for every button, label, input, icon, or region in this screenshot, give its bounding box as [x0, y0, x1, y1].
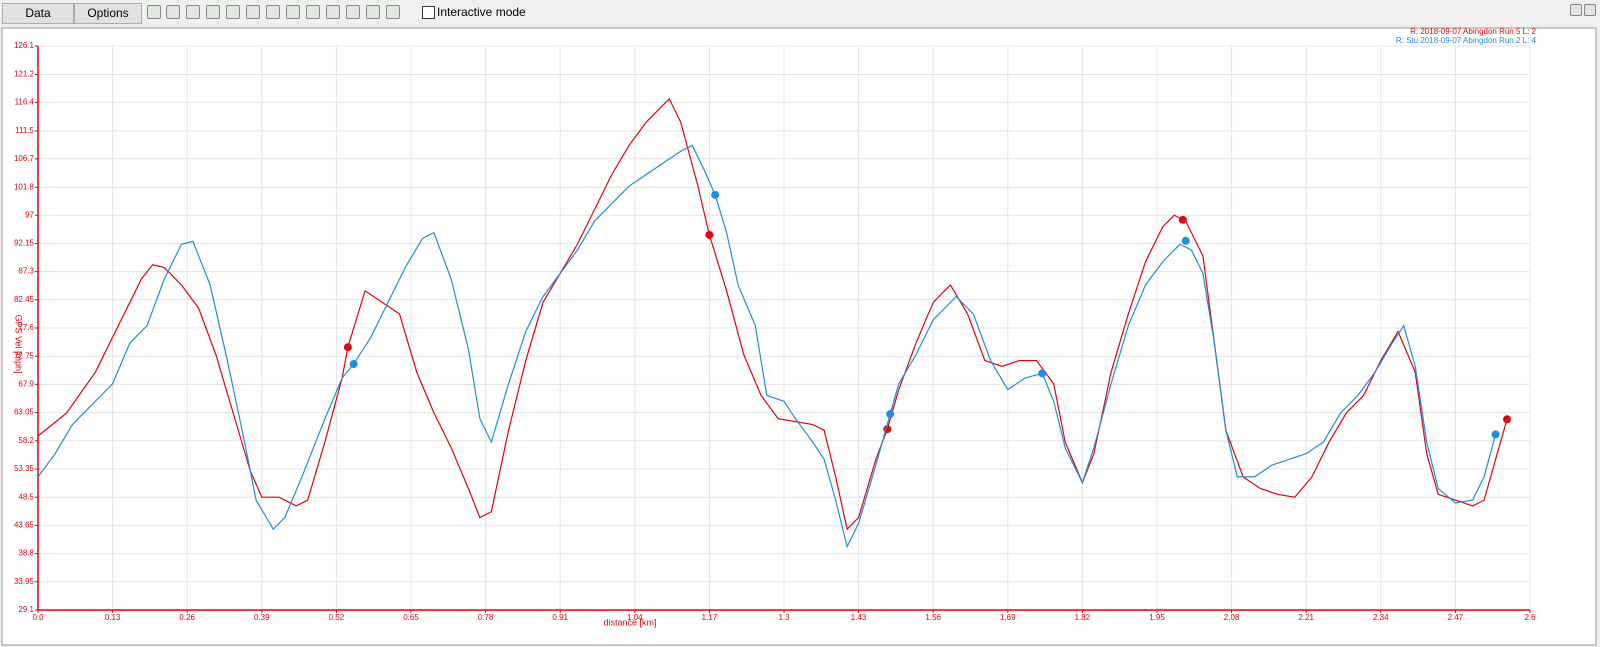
data-marker	[705, 230, 714, 239]
y-tick-label: 111.5	[15, 126, 34, 135]
y-tick-label: 82.45	[14, 295, 35, 304]
tool-icon[interactable]	[246, 5, 260, 19]
data-marker	[1038, 369, 1047, 378]
y-tick-label: 33.95	[14, 577, 35, 586]
x-tick-label: 1.56	[925, 613, 941, 622]
data-marker	[349, 360, 358, 369]
x-tick-label: 1.69	[1000, 613, 1016, 622]
x-tick-label: 0.0	[32, 613, 44, 622]
x-tick-label: 2.34	[1373, 613, 1389, 622]
toolbar: Data Options Interactive mode	[0, 0, 1600, 26]
y-tick-label: 43.65	[14, 521, 35, 530]
x-tick-label: 1.3	[778, 613, 790, 622]
x-tick-label: 1.43	[851, 613, 867, 622]
tool-icon[interactable]	[226, 5, 240, 19]
y-tick-label: 87.3	[18, 267, 34, 276]
tool-icon[interactable]	[366, 5, 380, 19]
data-marker	[1178, 215, 1187, 224]
interactive-checkbox[interactable]	[422, 6, 435, 19]
data-line	[37, 97, 1508, 531]
y-tick-label: 48.5	[18, 492, 34, 501]
x-tick-label: 0.65	[403, 613, 419, 622]
x-tick-label: 2.08	[1224, 613, 1240, 622]
x-tick-label: 1.95	[1149, 613, 1165, 622]
y-axis-label: GPS Vel [mph]	[14, 314, 24, 373]
tool-icon[interactable]	[286, 5, 300, 19]
y-tick-label: 38.8	[18, 549, 34, 558]
tool-icon[interactable]	[326, 5, 340, 19]
y-tick-label: 116.4	[15, 98, 35, 107]
zoom-in-icon[interactable]	[186, 5, 200, 19]
x-tick-label: 0.78	[478, 613, 494, 622]
x-tick-label: 0.13	[105, 613, 121, 622]
data-marker	[886, 410, 895, 419]
y-tick-label: 77.6	[18, 323, 34, 332]
data-line	[37, 144, 1497, 549]
x-tick-label: 0.52	[329, 613, 345, 622]
y-tick-label: 92.15	[14, 239, 35, 248]
y-tick-label: 101.8	[14, 182, 35, 191]
tool-icon[interactable]	[346, 5, 360, 19]
y-tick-label: 97	[25, 210, 34, 219]
tool-icon[interactable]	[266, 5, 280, 19]
tool-icon[interactable]	[386, 5, 400, 19]
data-marker	[711, 190, 720, 199]
tool-icon[interactable]	[147, 5, 161, 19]
x-axis-label: distance [km]	[603, 617, 656, 627]
data-marker	[343, 343, 352, 352]
tool-icon[interactable]	[166, 5, 180, 19]
y-tick-label: 58.2	[18, 436, 34, 445]
x-tick-label: 0.91	[552, 613, 568, 622]
checkbox-label[interactable]: Interactive mode	[437, 5, 526, 19]
y-tick-label: 106.7	[14, 154, 35, 163]
y-tick-label: 126.1	[14, 41, 35, 50]
y-tick-label: 121.2	[14, 70, 35, 79]
close-icon[interactable]	[1584, 4, 1596, 16]
x-tick-label: 1.82	[1075, 613, 1091, 622]
legend-entry: R: Stu 2018-09-07 Abingdon Run 2 L: 4	[1396, 36, 1537, 45]
zoom-out-icon[interactable]	[206, 5, 220, 19]
x-tick-label: 1.17	[702, 613, 718, 622]
chart-background	[1, 27, 1597, 646]
legend-entry: R: 2018-09-07 Abingdon Run 5 L: 2	[1410, 27, 1536, 36]
options-button[interactable]: Options	[74, 3, 142, 24]
data-marker	[1491, 430, 1500, 439]
x-tick-label: 1.04	[627, 613, 643, 622]
x-tick-label: 2.21	[1298, 613, 1314, 622]
data-button[interactable]: Data	[2, 3, 74, 24]
data-marker	[1503, 415, 1512, 424]
data-marker	[1181, 236, 1190, 245]
x-tick-label: 0.39	[254, 613, 270, 622]
chart: distance [km] GPS Vel [mph] 29.1 33.95 38.…	[1, 27, 1597, 646]
y-tick-label: 72.75	[14, 351, 35, 360]
y-tick-label: 63.05	[14, 408, 35, 417]
y-tick-label: 29.1	[18, 605, 34, 614]
x-tick-label: 2.6	[1524, 613, 1536, 622]
move-icon[interactable]	[1570, 4, 1582, 16]
y-tick-label: 67.9	[18, 380, 34, 389]
x-tick-label: 2.47	[1448, 613, 1464, 622]
tool-icon[interactable]	[306, 5, 320, 19]
y-tick-label: 53.35	[14, 464, 35, 473]
x-tick-label: 0.26	[179, 613, 195, 622]
